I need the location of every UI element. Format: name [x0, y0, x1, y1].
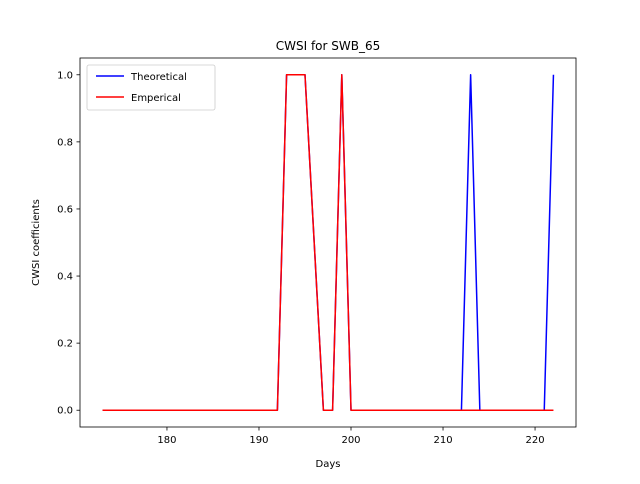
x-tick-label: 180	[157, 435, 176, 446]
y-tick-label: 1.0	[57, 70, 73, 81]
y-tick-label: 0.2	[57, 339, 73, 350]
chart-title: CWSI for SWB_65	[276, 39, 381, 53]
y-tick-label: 0.6	[57, 204, 73, 215]
y-tick-label: 0.0	[57, 406, 73, 417]
y-axis: 0.0 0.2 0.4 0.6 0.8 1.0	[57, 70, 80, 417]
y-tick-label: 0.4	[57, 272, 73, 283]
y-tick-label: 0.8	[57, 137, 73, 148]
x-tick-label: 200	[341, 435, 360, 446]
x-tick-label: 190	[249, 435, 268, 446]
series-line-emperical	[102, 74, 554, 411]
series-layer	[102, 74, 555, 411]
x-axis-label: Days	[316, 459, 341, 470]
legend-label-theoretical: Theoretical	[130, 72, 187, 83]
legend: Theoretical Emperical	[86, 64, 216, 111]
legend-label-emperical: Emperical	[131, 93, 181, 104]
x-tick-label: 220	[526, 435, 545, 446]
y-axis-label: CWSI coefficients	[31, 199, 42, 286]
x-tick-label: 210	[433, 435, 452, 446]
axes-frame	[79, 57, 577, 428]
x-axis: 180 190 200 210 220	[157, 427, 545, 446]
plot-area-background	[80, 58, 576, 427]
